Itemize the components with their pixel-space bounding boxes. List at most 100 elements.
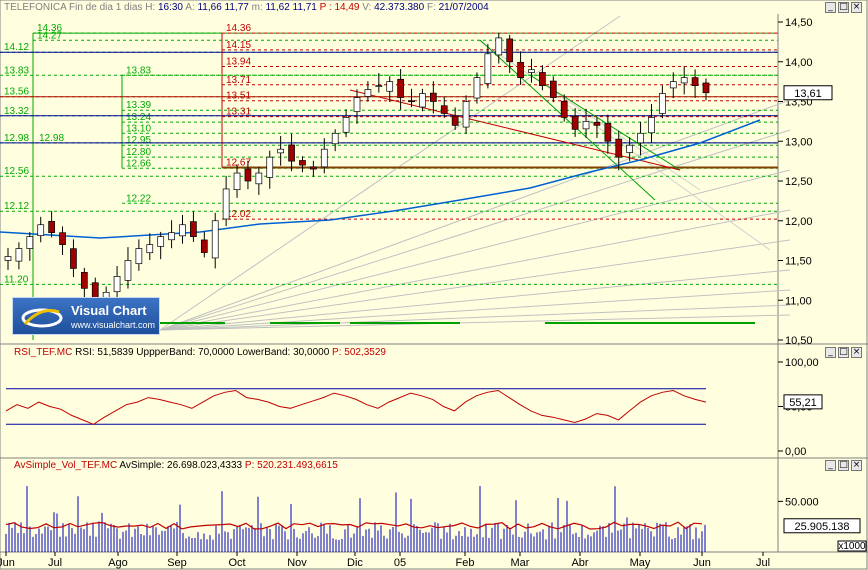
candle-body [222, 188, 230, 220]
candle-body [266, 156, 274, 178]
candle-body [70, 248, 77, 269]
candle-body [419, 93, 426, 108]
rsi-p-value: 502,3529 [344, 347, 386, 358]
header-p-label: P : [320, 2, 335, 13]
candle-body [353, 97, 361, 112]
header-f-label: F: [427, 2, 439, 13]
candle-body [80, 271, 88, 289]
fan-line [477, 39, 701, 191]
volume-avsimple-value: 26.698.023,4333 [167, 460, 245, 471]
logo-title: Visual Chart [71, 303, 147, 318]
price-axis-label: 14,50 [785, 17, 813, 29]
volume-close-button[interactable]: × [851, 460, 862, 471]
last-price-box [783, 85, 833, 101]
volume-p-value: 520.231.493,6615 [257, 460, 338, 471]
candle-body [517, 61, 524, 78]
price-axis-label: 12,00 [785, 216, 813, 228]
candle-body [124, 260, 132, 281]
fan-line [159, 129, 791, 331]
header-max-value: 11,77 [225, 2, 252, 13]
candle-body [440, 105, 448, 114]
header-v-label: V: [362, 2, 374, 13]
fibo-green-label: 12.95 [126, 135, 151, 146]
rsi-axis-label: 0,00 [785, 446, 806, 458]
fibo-red-label: 13.51 [226, 91, 251, 102]
fan-line [159, 239, 791, 331]
candle-body [659, 93, 666, 114]
price-close-button[interactable]: × [851, 2, 862, 13]
rsi-maximize-button[interactable]: □ [838, 347, 849, 358]
rsi-minimize-button[interactable]: _ [825, 347, 836, 358]
price-axis-label: 11,00 [785, 295, 812, 307]
candle-body [146, 244, 154, 254]
x-axis-label: Jun [693, 557, 711, 569]
fibo-red-label: 14.36 [226, 23, 251, 34]
header-p-value: 14,49 [334, 2, 362, 13]
fibo-green-label: 13.83 [126, 65, 151, 76]
candle-body [484, 53, 492, 84]
candle-body [648, 117, 655, 134]
candle-body [397, 78, 404, 98]
volume-name: AvSimple_Vol_TEF.MC [14, 460, 119, 471]
price-axis-label: 14,00 [785, 57, 813, 69]
volume-p-label: P: [245, 460, 257, 471]
price-axis-label: 13,00 [785, 136, 813, 148]
candle-body [277, 148, 285, 154]
candle-body [626, 144, 634, 153]
price-maximize-button[interactable]: □ [838, 2, 849, 13]
candle-body [549, 80, 557, 98]
fibo-green-label: 13.32 [4, 106, 29, 117]
fibo-green-label: 12.98 [4, 133, 29, 144]
fan-line [159, 209, 791, 331]
candle-body [615, 138, 623, 158]
x-axis-label: Abr [571, 557, 588, 569]
volume-maximize-button[interactable]: □ [838, 460, 849, 471]
price-minimize-button[interactable]: _ [825, 2, 836, 13]
candle-body [299, 160, 306, 166]
rsi-close-button[interactable]: × [851, 347, 862, 358]
candle-body [26, 236, 34, 249]
fibo-red-label: 13.31 [226, 107, 251, 118]
candle-body [48, 221, 55, 234]
x-axis-label: Mar [511, 557, 530, 569]
fibo-red-label: 13.71 [226, 75, 251, 86]
candle-body [473, 77, 481, 99]
header-symbol: TELEFONICA [4, 2, 69, 13]
candle-body [244, 168, 252, 182]
candle-body [506, 38, 514, 63]
fibo-green-label: 12.22 [126, 193, 151, 204]
fibo-red-label: 14.15 [226, 40, 251, 51]
x-axis-label: Feb [456, 557, 475, 569]
header-h-value: 16:30 [158, 2, 185, 13]
fan-line [159, 169, 791, 331]
fibo-green-label: 13.83 [4, 65, 29, 76]
volume-header: AvSimple_Vol_TEF.MC AvSimple: 26.698.023… [14, 460, 338, 471]
visualchart-swoosh-icon [21, 308, 63, 328]
trend-channel [479, 39, 656, 201]
candle-body [571, 115, 579, 130]
rsi-upperband-value: 70,0000 [198, 347, 237, 358]
fan-line [159, 269, 791, 331]
logo-url: www.visualchart.com [71, 320, 156, 330]
candle-body [15, 248, 23, 262]
rsi-p-label: P: [332, 347, 344, 358]
candle-body [310, 166, 317, 170]
x-axis-label: Dic [347, 557, 363, 569]
price-axis-label: 10,50 [785, 335, 813, 347]
candle-body [342, 117, 350, 133]
candle-body [539, 72, 546, 86]
volume-minimize-button[interactable]: _ [825, 460, 836, 471]
fan-line [159, 314, 791, 331]
rsi-last-box [783, 394, 823, 410]
volume-avsimple-label: AvSimple: [119, 460, 167, 471]
fibo-green-label: 11.20 [4, 274, 29, 285]
candle-body [680, 77, 688, 84]
candle-body [702, 82, 710, 94]
candle-body [135, 248, 143, 265]
x-axis-label: Nov [287, 557, 307, 569]
rsi-header: RSI_TEF.MC RSI: 51,5839 UppperBand: 70,0… [14, 347, 386, 358]
volume-unit-box [837, 540, 867, 552]
fibo-green-label: 13.39 [126, 100, 151, 111]
rsi-line [5, 389, 707, 425]
